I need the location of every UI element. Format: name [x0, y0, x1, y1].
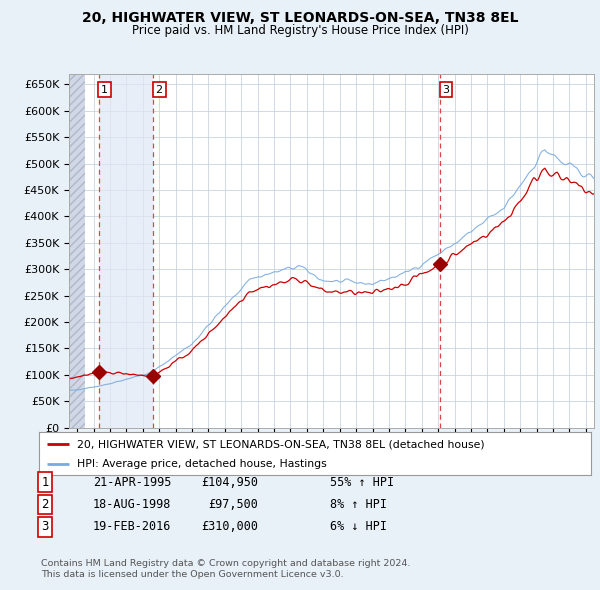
Text: HPI: Average price, detached house, Hastings: HPI: Average price, detached house, Hast… [77, 460, 326, 469]
Text: 3: 3 [41, 520, 49, 533]
Text: 55% ↑ HPI: 55% ↑ HPI [330, 476, 394, 489]
Bar [98, 74, 153, 428]
Text: 1: 1 [101, 85, 108, 94]
Text: 19-FEB-2016: 19-FEB-2016 [93, 520, 172, 533]
Text: 8% ↑ HPI: 8% ↑ HPI [330, 498, 387, 511]
Text: £310,000: £310,000 [201, 520, 258, 533]
Text: 6% ↓ HPI: 6% ↓ HPI [330, 520, 387, 533]
Text: 18-AUG-1998: 18-AUG-1998 [93, 498, 172, 511]
Text: 2: 2 [41, 498, 49, 511]
Text: 20, HIGHWATER VIEW, ST LEONARDS-ON-SEA, TN38 8EL: 20, HIGHWATER VIEW, ST LEONARDS-ON-SEA, … [82, 11, 518, 25]
Text: 2: 2 [155, 85, 163, 94]
Text: £104,950: £104,950 [201, 476, 258, 489]
Text: 21-APR-1995: 21-APR-1995 [93, 476, 172, 489]
Text: 3: 3 [443, 85, 449, 94]
Text: Contains HM Land Registry data © Crown copyright and database right 2024.
This d: Contains HM Land Registry data © Crown c… [41, 559, 410, 579]
Text: 20, HIGHWATER VIEW, ST LEONARDS-ON-SEA, TN38 8EL (detached house): 20, HIGHWATER VIEW, ST LEONARDS-ON-SEA, … [77, 440, 484, 450]
Bar [69, 74, 85, 428]
Text: 1: 1 [41, 476, 49, 489]
Text: Price paid vs. HM Land Registry's House Price Index (HPI): Price paid vs. HM Land Registry's House … [131, 24, 469, 37]
Text: £97,500: £97,500 [208, 498, 258, 511]
